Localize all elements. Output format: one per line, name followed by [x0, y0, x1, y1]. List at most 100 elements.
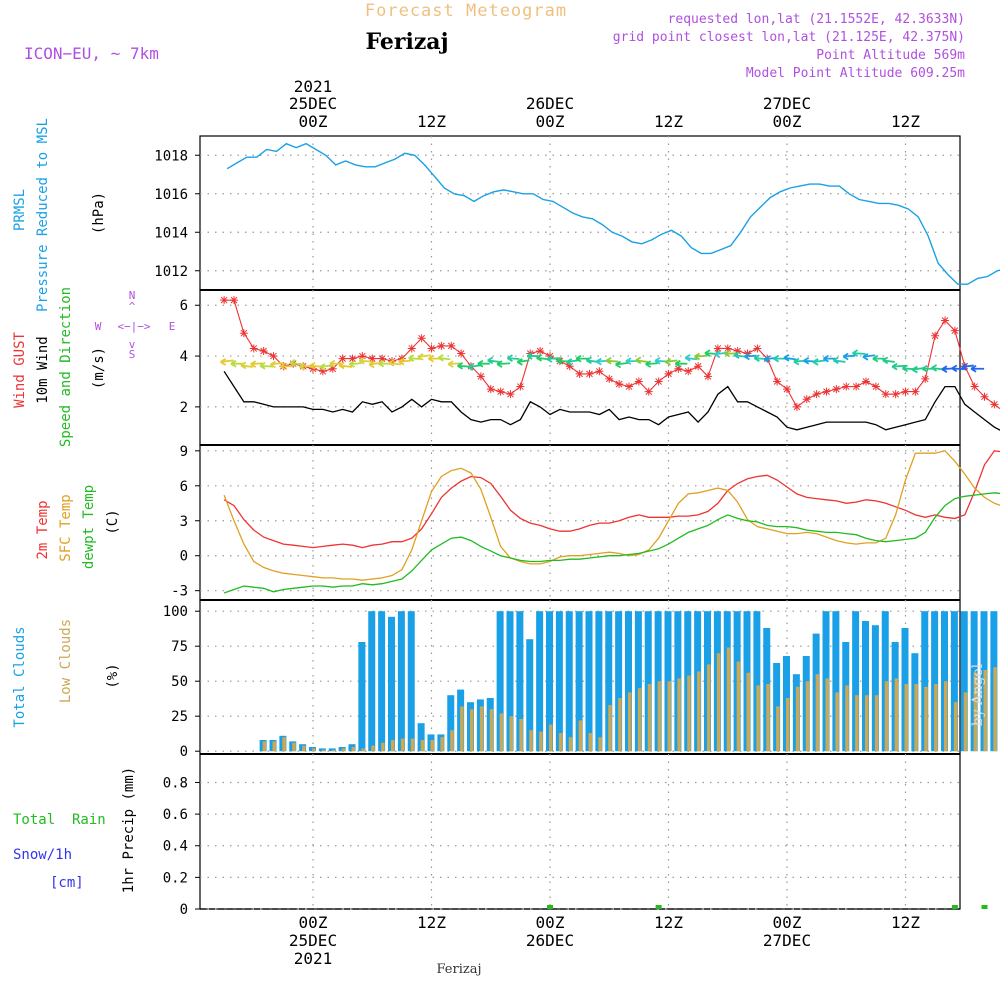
total-cloud-bar	[921, 611, 929, 752]
wind-direction-arrow	[970, 364, 985, 373]
wind-direction-arrow	[546, 355, 560, 363]
low-cloud-bar	[716, 653, 721, 752]
panel-frame-0	[199, 135, 961, 291]
y-tick-label: 100	[163, 604, 188, 620]
wind-direction-arrow	[279, 362, 293, 371]
gust-marker	[427, 344, 436, 353]
wind-direction-arrow	[783, 354, 797, 362]
low-cloud-bar	[479, 706, 484, 752]
compass-n: N	[129, 289, 136, 302]
wind-direction-arrow	[477, 359, 490, 368]
y-tick-label: 0	[180, 902, 188, 918]
bottom-axis-hour: 12Z	[891, 913, 920, 932]
low-cloud-bar	[558, 733, 563, 752]
gust-marker	[615, 380, 624, 389]
wind-speed-line	[223, 370, 1000, 431]
gust-marker	[565, 362, 574, 371]
low-cloud-bar	[578, 720, 583, 752]
total-cloud-bar	[447, 695, 455, 752]
low-cloud-bar	[983, 670, 987, 752]
rain-bar	[547, 905, 553, 909]
compass-s: S	[129, 348, 136, 361]
low-cloud-bar	[470, 709, 474, 752]
dewpt-line	[223, 492, 1000, 594]
y-tick-label: 1012	[154, 264, 188, 280]
gust-marker	[891, 390, 900, 399]
gust-marker	[852, 382, 861, 391]
low-cloud-bar	[944, 681, 948, 752]
wind-direction-arrow	[822, 354, 836, 363]
low-cloud-bar	[628, 692, 632, 752]
low-cloud-bar	[825, 678, 829, 752]
low-cloud-bar	[855, 695, 859, 752]
total-cloud-bar	[516, 611, 524, 752]
y-tick-label: 1018	[154, 148, 188, 164]
wind-direction-arrow	[645, 360, 658, 368]
total-cloud-bar	[496, 611, 504, 752]
gust-marker	[802, 395, 811, 404]
gust-marker	[674, 364, 683, 373]
gust-marker	[990, 400, 999, 409]
low-cloud-bar	[963, 692, 968, 752]
low-cloud-bar	[746, 672, 750, 752]
gust-marker	[378, 354, 387, 363]
top-axis-hour: 12Z	[654, 112, 683, 131]
compass-e: E	[169, 320, 176, 333]
wind-direction-arrow	[724, 349, 737, 358]
low-cloud-bar	[598, 737, 602, 752]
low-cloud-bar	[519, 719, 523, 752]
y-tick-label: 50	[171, 674, 188, 690]
wind-direction-arrow	[635, 356, 648, 365]
gust-marker	[546, 352, 554, 361]
wind-direction-arrow	[447, 360, 461, 368]
low-cloud-bar	[381, 742, 385, 752]
grid-lines	[195, 136, 960, 910]
gust-marker	[575, 369, 584, 378]
low-cloud-bar	[549, 724, 553, 752]
point-altitude: Point Altitude 569m	[816, 48, 965, 63]
wind-direction-arrow	[338, 361, 353, 370]
gust-marker	[644, 387, 653, 396]
low-cloud-bar	[361, 748, 365, 752]
low-cloud-bar	[874, 695, 879, 752]
wind-direction-arrow	[496, 360, 511, 368]
t2m-line	[223, 450, 1000, 549]
wind-direction-arrow	[329, 359, 342, 368]
gust-marker	[832, 385, 841, 394]
gust-marker	[585, 369, 594, 378]
total-cloud-bar	[634, 611, 642, 752]
gust-marker	[595, 367, 604, 376]
gust-marker	[773, 377, 782, 386]
gust-marker	[437, 341, 446, 350]
low-cloud-bar	[391, 740, 395, 752]
low-cloud-bar	[440, 737, 444, 752]
wind-direction-arrow	[862, 353, 876, 361]
bottom-axis-date: 25DEC	[289, 931, 337, 950]
low-cloud-bar	[865, 695, 869, 752]
low-cloud-bar	[331, 749, 336, 752]
footer-location: Ferizaj	[436, 962, 481, 977]
wind-direction-arrow	[961, 363, 974, 371]
rain-bar	[951, 905, 958, 909]
y-tick-labels: 1012 1014 1016 1018 2 4 6 -3 0 3 6 9 0 25 50 75 100 0 0.2 0…	[154, 148, 188, 918]
panel-frame-4	[199, 753, 961, 910]
low-cloud-bar	[993, 667, 997, 752]
label-hpa: (hPa)	[91, 192, 107, 234]
gust-marker	[536, 346, 545, 355]
total-cloud-bar	[625, 611, 632, 752]
low-cloud-bar	[430, 740, 434, 752]
gust-marker	[842, 382, 851, 391]
total-cloud-bar	[585, 611, 593, 752]
total-cloud-bar	[960, 611, 968, 752]
low-cloud-bar	[608, 705, 612, 752]
y-tick-label: -3	[171, 584, 188, 600]
gust-marker	[694, 362, 703, 371]
gust-marker	[358, 352, 367, 361]
top-axis-date: 26DEC	[526, 94, 574, 113]
low-cloud-bar	[618, 698, 622, 752]
gust-marker	[684, 367, 693, 376]
wind-direction-arrow	[743, 352, 757, 361]
label-wind-gust: Wind GUST	[12, 332, 28, 408]
bottom-axis-date: 27DEC	[763, 931, 811, 950]
